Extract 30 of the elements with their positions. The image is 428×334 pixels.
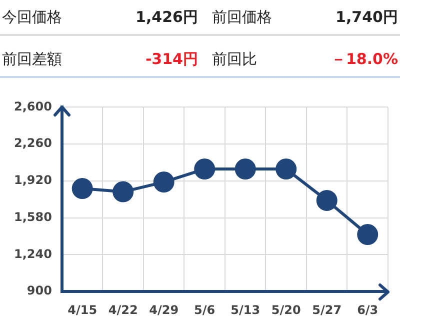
point [112,181,134,202]
point [72,178,93,200]
x-tick-label: 5/13 [230,302,260,317]
y-tick-label: 1,920 [14,173,52,188]
text: 前回比 [211,50,258,68]
x-tick-label: 6/3 [357,302,378,317]
point [234,158,256,180]
text: 1,426円 [134,8,199,26]
y-tick-label: 2,600 [14,99,52,114]
y-tick-label: 2,260 [14,136,52,150]
x-tick-label: 5/27 [312,302,342,317]
point [357,224,378,246]
text: -314円 [144,50,199,68]
x-tick-label: 5/6 [194,302,216,317]
x-tick-label: 5/20 [271,302,301,317]
point [316,190,338,211]
text: 前回差額 [1,50,63,68]
text: －18.0% [330,50,399,68]
point [276,158,297,180]
x-tick-label: 4/22 [108,302,138,317]
text: 1,740円 [334,8,399,26]
y-tick-label: 1,240 [14,246,52,261]
x-tick-label: 4/15 [68,302,98,317]
text: 今回価格 [1,8,63,26]
point [194,158,216,180]
x-tick-label: 4/29 [149,302,179,317]
point [153,172,174,193]
text: 前回価格 [211,8,273,26]
y-tick-label: 1,580 [14,210,52,224]
y-tick-label: 900 [26,284,52,298]
